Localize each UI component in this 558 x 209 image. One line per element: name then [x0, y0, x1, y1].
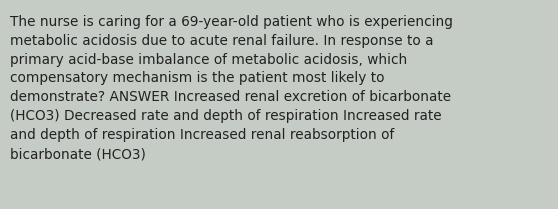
Text: The nurse is caring for a 69-year-old patient who is experiencing
metabolic acid: The nurse is caring for a 69-year-old pa… — [10, 15, 453, 161]
